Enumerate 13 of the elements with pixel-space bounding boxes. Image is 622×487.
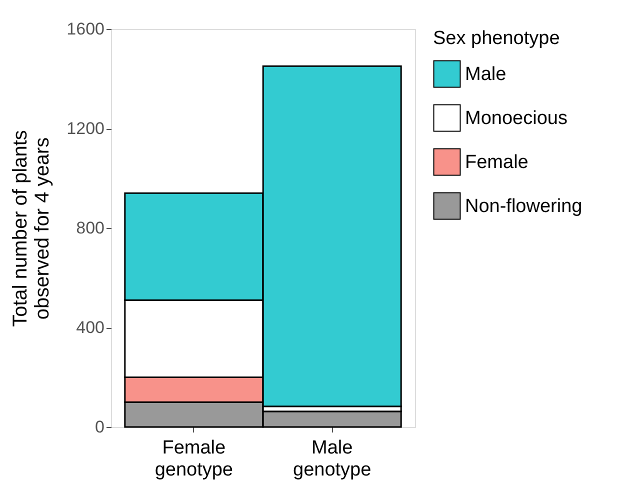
legend-label: Male [465,64,506,85]
legend-label: Female [465,152,528,173]
y-tick-label: 800 [76,218,104,238]
y-tick-label: 400 [76,318,104,337]
legend-label: Non-flowering [465,196,582,217]
y-tick-label: 0 [95,418,104,436]
x-tick-label: Female genotype [154,438,234,480]
y-tick-label: 1600 [66,20,104,38]
y-tick-label: 1200 [66,119,104,138]
legend-title: Sex phenotype [433,28,560,49]
legend-label: Monoecious [465,108,568,129]
y-axis-title: Total number of plants observed for 4 years [10,130,54,327]
x-tick-label: Male genotype [292,438,372,480]
